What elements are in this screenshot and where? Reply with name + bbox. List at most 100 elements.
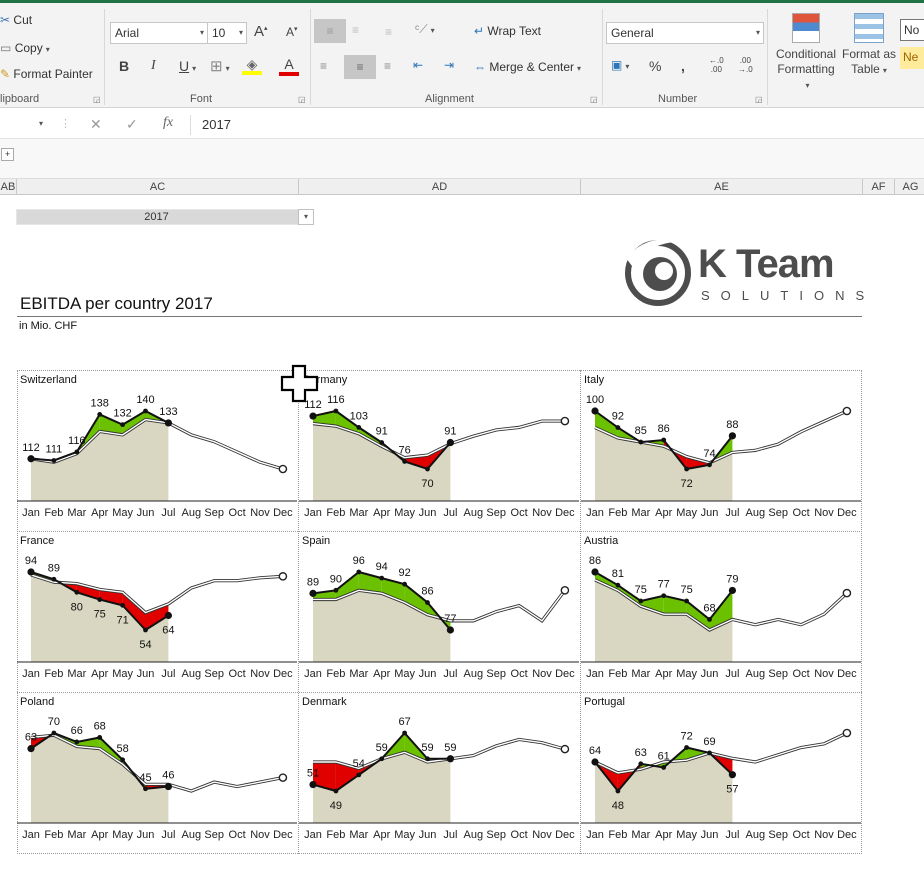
data-label: 112: [22, 442, 40, 454]
align-middle-button[interactable]: ≡: [352, 23, 359, 37]
data-label: 45: [139, 772, 151, 784]
bold-button[interactable]: B: [119, 58, 130, 74]
cut-button[interactable]: ✂ Cut: [0, 13, 33, 27]
column-header[interactable]: AC: [17, 179, 299, 195]
month-tick-label: Oct: [229, 829, 246, 841]
actual-point: [591, 407, 599, 415]
actual-point: [728, 771, 737, 779]
negative-variance: [99, 589, 123, 606]
column-header[interactable]: AE: [581, 179, 863, 195]
style-neutral[interactable]: Ne: [900, 47, 924, 69]
expand-group-button[interactable]: +: [1, 148, 14, 161]
month-tick-label: Jul: [725, 829, 739, 841]
decrease-decimal-button[interactable]: .00 →.0: [738, 56, 753, 74]
month-tick-label: Apr: [655, 668, 672, 680]
borders-button[interactable]: ⊞ ▾: [210, 58, 230, 75]
data-label: 70: [48, 716, 60, 728]
align-right-icon: ≡: [384, 59, 392, 73]
data-label: 112: [304, 399, 322, 411]
shrink-font-button[interactable]: A▾: [286, 25, 298, 39]
number-format-combo[interactable]: General ▾: [606, 22, 764, 44]
increase-indent-button[interactable]: ⇥: [444, 58, 454, 72]
align-left-button[interactable]: ≡: [320, 59, 327, 73]
wrap-text-button[interactable]: ↵ Wrap Text: [474, 24, 541, 38]
grid-divider: [298, 370, 299, 854]
increase-decimal-button[interactable]: ←.0.00: [709, 56, 724, 74]
italic-button[interactable]: I: [151, 58, 156, 73]
merge-center-button[interactable]: ⇔ Merge & Center ▾: [474, 60, 582, 74]
fill-color-button[interactable]: ◈: [242, 56, 262, 75]
month-tick-label: Aug: [464, 829, 484, 841]
name-box[interactable]: ▾: [39, 119, 44, 128]
align-right-button[interactable]: ≡: [384, 59, 391, 73]
grow-font-button[interactable]: A▴: [254, 23, 268, 40]
actual-point: [27, 455, 35, 463]
year-end-point: [842, 728, 852, 738]
orientation-button[interactable]: ᶜ⟋ ▾: [415, 22, 435, 36]
decrease-indent-button[interactable]: ⇤: [413, 58, 423, 72]
column-header[interactable]: AD: [299, 179, 581, 195]
title-divider: [17, 316, 862, 317]
underline-button[interactable]: U ▾: [179, 58, 197, 74]
dialog-launcher-icon[interactable]: ◲: [298, 95, 306, 104]
month-tick-label: Feb: [608, 668, 627, 680]
month-tick-label: Feb: [326, 507, 345, 519]
insert-function-icon[interactable]: fx: [163, 115, 174, 130]
font-size-combo[interactable]: 10 ▾: [207, 22, 247, 44]
align-top-button[interactable]: ≡: [314, 19, 346, 43]
style-normal[interactable]: No: [900, 19, 924, 41]
percent-style-button[interactable]: %: [649, 58, 662, 74]
conditional-formatting-button[interactable]: Conditional Formatting▾: [774, 13, 838, 93]
month-tick-label: Aug: [746, 668, 766, 680]
month-tick-label: Sep: [768, 507, 788, 519]
positive-variance: [595, 572, 618, 591]
align-bottom-button[interactable]: ≡: [385, 25, 392, 39]
data-label: 75: [635, 584, 647, 596]
month-tick-label: Sep: [486, 507, 506, 519]
month-tick-label: Sep: [768, 829, 788, 841]
month-tick-label: Dec: [273, 829, 293, 841]
column-header[interactable]: AB: [0, 179, 17, 195]
alignment-group-label: Alignment: [425, 93, 474, 105]
data-label: 48: [612, 800, 624, 812]
accounting-format-button[interactable]: ▣ ▾: [611, 58, 630, 72]
data-label: 132: [113, 408, 131, 420]
grid-divider: [17, 531, 862, 532]
formula-bar-grip-icon: ⋮: [60, 118, 71, 130]
month-tick-label: Apr: [373, 507, 390, 519]
data-label: 77: [444, 613, 456, 625]
font-color-button[interactable]: A: [279, 56, 299, 76]
formula-input[interactable]: 2017: [190, 115, 924, 135]
data-label: 70: [421, 478, 433, 490]
plan-line: [594, 410, 848, 464]
country-label: Spain: [302, 535, 330, 547]
year-dropdown[interactable]: 2017: [16, 209, 314, 225]
data-label: 77: [658, 579, 670, 591]
format-as-table-button[interactable]: Format as Table ▾: [840, 13, 898, 78]
group-separator: [104, 9, 105, 105]
column-header[interactable]: AF: [863, 179, 895, 195]
month-tick-label: Dec: [555, 829, 575, 841]
font-name-combo[interactable]: Arial ▾: [110, 22, 208, 44]
grid-divider: [17, 692, 862, 693]
dialog-launcher-icon[interactable]: ◲: [755, 95, 763, 104]
dialog-launcher-icon[interactable]: ◲: [93, 95, 101, 104]
month-tick-label: Mar: [67, 507, 86, 519]
comma-style-button[interactable]: ,: [681, 58, 685, 74]
month-tick-label: Jan: [586, 507, 604, 519]
dialog-launcher-icon[interactable]: ◲: [590, 95, 598, 104]
align-center-button[interactable]: ≡: [344, 55, 376, 79]
cancel-icon[interactable]: ✕: [90, 116, 102, 132]
chevron-down-icon[interactable]: ▾: [298, 209, 314, 225]
format-painter-button[interactable]: ✎ Format Painter: [0, 67, 93, 81]
data-label: 91: [376, 426, 388, 438]
enter-icon[interactable]: ✓: [126, 116, 138, 132]
actual-point: [164, 782, 172, 791]
scissors-icon: ✂: [0, 13, 11, 27]
actual-point: [74, 589, 80, 595]
copy-button[interactable]: ▭ Copy ▾: [0, 41, 50, 55]
column-header[interactable]: AG: [895, 179, 924, 195]
ytd-area: [313, 423, 451, 501]
actual-point: [27, 745, 35, 753]
